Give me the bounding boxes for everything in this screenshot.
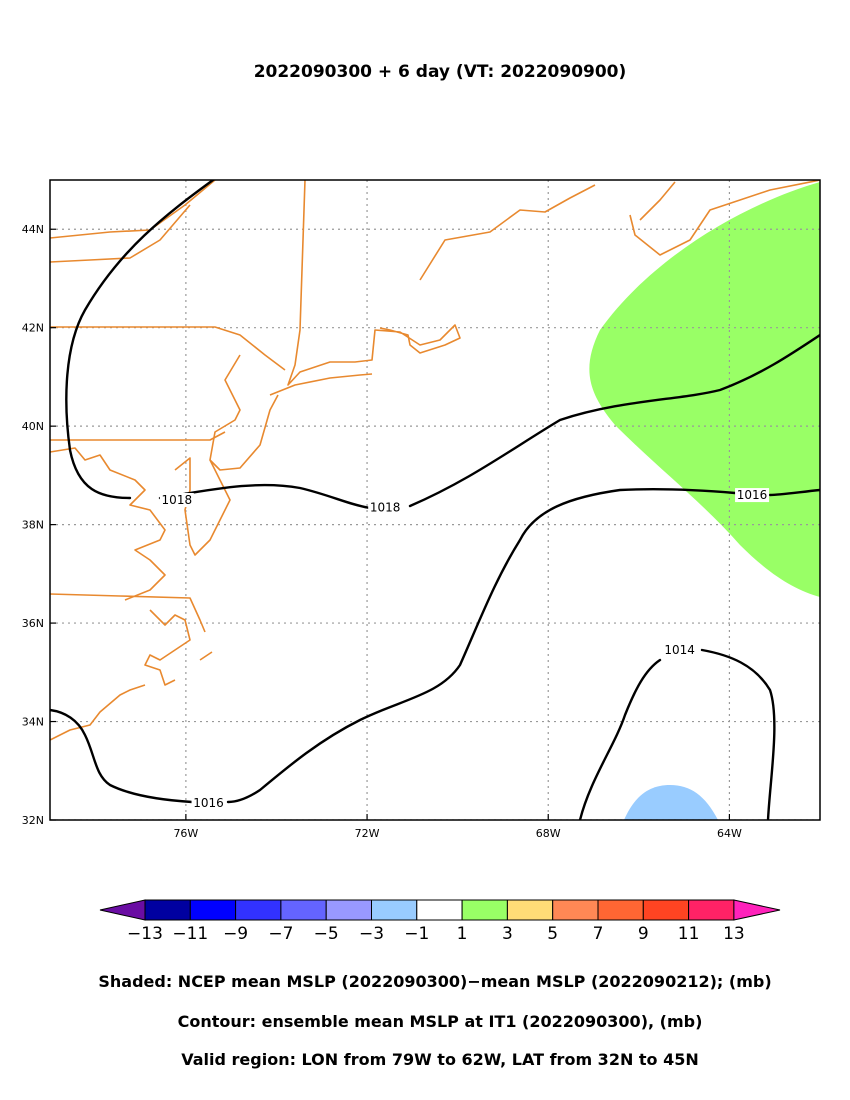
colorbar-tick-label: 5 <box>547 924 558 944</box>
colorbar-tick-label: −3 <box>359 924 384 944</box>
y-tick-label: 34N <box>22 716 44 729</box>
border-pa-md <box>50 431 226 441</box>
colorbar-tick-label: −1 <box>404 924 429 944</box>
axis-ticks: 76W 72W 68W 64W 32N 34N 36N 38N 40N 42N 44N <box>22 223 742 840</box>
contour-1018-main <box>158 333 820 510</box>
colorbar-tick-label: 13 <box>723 924 745 944</box>
colorbar-tick-label: 3 <box>502 924 513 944</box>
colorbar-box <box>552 899 599 921</box>
colorbar: −13 −11 −9 −7 −5 −3 −1 1 3 5 7 9 11 13 <box>99 899 781 944</box>
colorbar-box <box>371 899 418 921</box>
contour-label: 1014 <box>664 643 695 657</box>
coast-virginia <box>50 593 206 633</box>
colorbar-box <box>235 899 282 921</box>
colorbar-tick-label: −7 <box>268 924 293 944</box>
y-tick-label: 42N <box>22 322 44 335</box>
coast-nc <box>144 609 213 686</box>
coast-new-england <box>287 180 461 386</box>
contour-label-bg <box>735 488 770 503</box>
x-tick-label: 76W <box>173 827 198 840</box>
colorbar-tick-label: −5 <box>314 924 339 944</box>
contour-1016-south <box>50 708 194 804</box>
negative-anomaly-region <box>624 785 718 820</box>
contour-label-bg <box>159 493 194 507</box>
y-tick-label: 40N <box>22 420 44 433</box>
colorbar-box <box>325 899 373 921</box>
colorbar-extend-high <box>733 899 781 921</box>
caption-contour: Contour: ensemble mean MSLP at IT1 (2022… <box>178 1012 703 1031</box>
contour-labels: 1018 1018 1016 1016 1014 <box>159 488 770 810</box>
contour-1014 <box>578 648 776 820</box>
colorbar-tick-label: −9 <box>223 924 248 944</box>
caption-shaded: Shaded: NCEP mean MSLP (2022090300)−mean… <box>98 972 771 991</box>
coast-long-island <box>269 373 373 396</box>
contour-label: 1016 <box>737 488 768 502</box>
colorbar-box <box>642 899 690 921</box>
colorbar-extend-low <box>99 899 146 921</box>
x-tick-label: 72W <box>355 827 380 840</box>
contour-label-bg <box>191 795 226 810</box>
coastline-canada <box>50 204 191 263</box>
coast-sc <box>50 684 146 741</box>
y-tick-label: 36N <box>22 617 44 630</box>
contour-label-bg <box>662 643 697 658</box>
colorbar-box <box>597 899 644 921</box>
colorbar-tick-label: 11 <box>678 924 700 944</box>
contour-1018-west <box>65 180 215 500</box>
y-tick-label: 32N <box>22 814 44 827</box>
colorbar-box <box>189 899 237 921</box>
y-tick-label: 44N <box>22 223 44 236</box>
colorbar-tick-label: −13 <box>127 924 163 944</box>
colorbar-box <box>144 899 191 921</box>
colorbar-tick-label: −11 <box>172 924 208 944</box>
mslp-contours <box>50 180 820 820</box>
colorbar-tick-label: 7 <box>593 924 604 944</box>
coastlines <box>50 180 820 741</box>
coast-chesapeake <box>50 447 231 601</box>
map-frame <box>49 179 821 821</box>
contour-label: 1016 <box>193 796 224 810</box>
colorbar-box <box>688 899 735 921</box>
contour-label-bg <box>368 500 403 515</box>
colorbar-box <box>506 899 554 921</box>
y-tick-label: 38N <box>22 519 44 532</box>
colorbar-tick-label: 9 <box>638 924 649 944</box>
colorbar-tick-label: 1 <box>457 924 468 944</box>
contour-label: 1018 <box>162 493 193 507</box>
border-ny-pa <box>50 326 286 371</box>
contour-1016-north <box>226 487 820 804</box>
caption-valid-region: Valid region: LON from 79W to 62W, LAT f… <box>181 1050 699 1069</box>
colorbar-box <box>416 899 463 921</box>
contour-label: 1018 <box>370 500 401 514</box>
x-tick-label: 68W <box>536 827 561 840</box>
coast-maine <box>419 184 596 281</box>
colorbar-box <box>280 899 327 921</box>
coast-nova-scotia <box>629 180 820 256</box>
colorbar-box <box>461 899 508 921</box>
map-panel: 1018 1018 1016 1016 1014 <box>50 180 820 820</box>
figure-title: 2022090300 + 6 day (VT: 2022090900) <box>254 62 627 82</box>
x-tick-label: 64W <box>717 827 742 840</box>
